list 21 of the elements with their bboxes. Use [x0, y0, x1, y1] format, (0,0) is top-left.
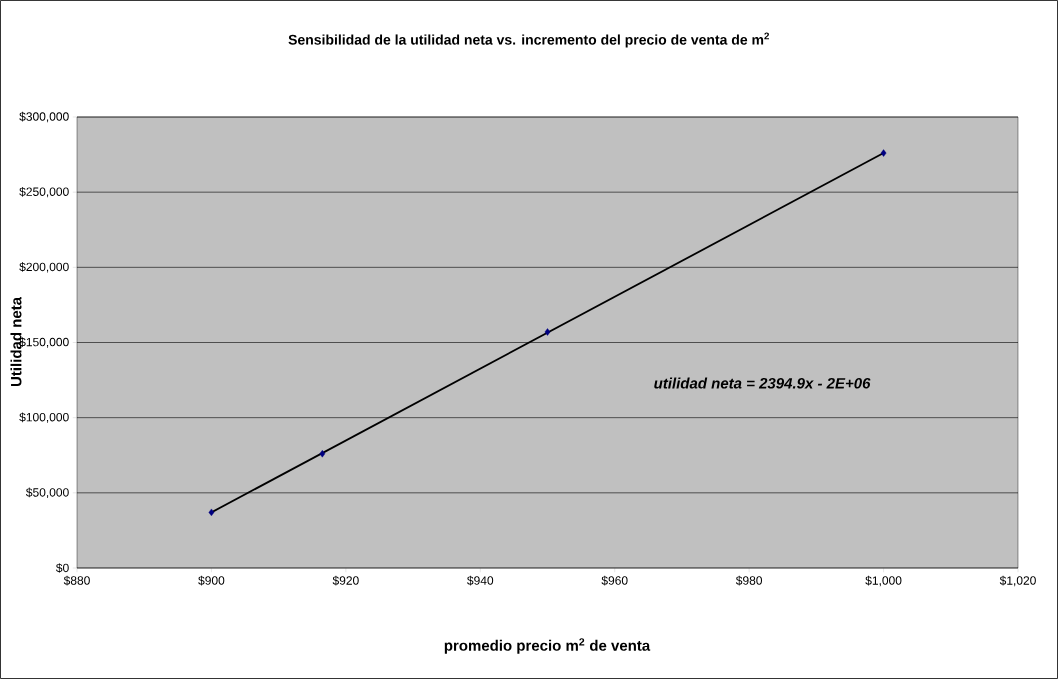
y-tick-label: $50,000: [25, 487, 69, 499]
y-tick-label: $0: [56, 563, 69, 573]
x-tick-label: $920: [332, 575, 359, 586]
x-tick-label: $1,000: [865, 575, 902, 587]
point: [880, 149, 887, 157]
x-tick-label: $900: [198, 575, 225, 586]
point: [319, 450, 326, 458]
y-tick-label: $200,000: [19, 262, 69, 273]
point: [544, 328, 551, 336]
point: [208, 508, 215, 517]
x-tick-label: $880: [63, 575, 90, 586]
x-tick-label: $980: [735, 575, 763, 586]
annotation: utilidad neta = 2394.9x - 2E+06: [654, 377, 871, 389]
x-tick-label: $940: [467, 575, 494, 586]
y-tick-label: $250,000: [19, 186, 69, 198]
x-axis-title: promedio precio m$^{2}$ de venta: [444, 638, 651, 654]
y-tick-label: $100,000: [19, 412, 69, 423]
x-tick-label: $1,020: [999, 575, 1036, 587]
x-tick-label: $960: [601, 575, 628, 586]
chart-title: Sensibilidad de la utilidad neta vs. incremento del precio de venta de m$^{2}$: [288, 32, 770, 48]
y-tick-label: $300,000: [19, 111, 69, 123]
